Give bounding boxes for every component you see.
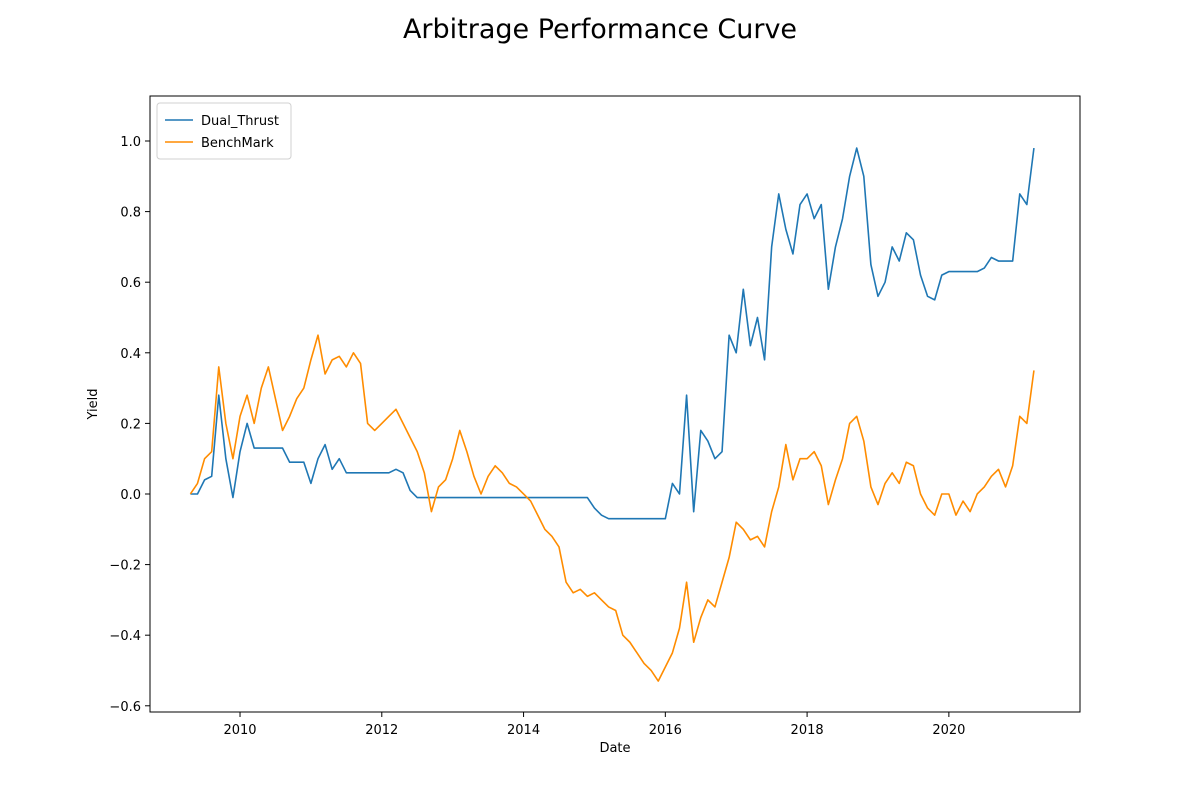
y-tick-label: 0.8 xyxy=(120,206,141,221)
y-tick-label: −0.2 xyxy=(109,559,141,574)
y-axis-label: Yield xyxy=(86,389,101,421)
x-tick-label: 2018 xyxy=(791,723,824,738)
legend-label: BenchMark xyxy=(201,136,274,151)
chart-title: Arbitrage Performance Curve xyxy=(403,14,797,45)
x-tick-label: 2014 xyxy=(507,723,540,738)
y-tick-label: −0.4 xyxy=(109,629,141,644)
y-tick-label: 0.4 xyxy=(120,347,141,362)
legend-label: Dual_Thrust xyxy=(201,114,279,129)
y-tick-label: −0.6 xyxy=(109,700,141,715)
x-tick-label: 2010 xyxy=(223,723,256,738)
series-line xyxy=(190,147,1035,520)
x-axis-label: Date xyxy=(599,741,630,756)
y-tick-label: 0.2 xyxy=(120,417,141,432)
series-line xyxy=(189,334,1035,682)
x-tick-label: 2016 xyxy=(649,723,682,738)
x-tick-label: 2020 xyxy=(932,723,965,738)
legend-box xyxy=(156,102,292,160)
y-tick-label: 0.6 xyxy=(120,276,141,291)
legend: Dual_Thrust BenchMark xyxy=(156,102,292,160)
x-tick-label: 2012 xyxy=(365,723,398,738)
y-tick-label: 0.0 xyxy=(120,488,141,503)
plot-frame xyxy=(149,95,1081,713)
y-tick-label: 1.0 xyxy=(120,135,141,150)
